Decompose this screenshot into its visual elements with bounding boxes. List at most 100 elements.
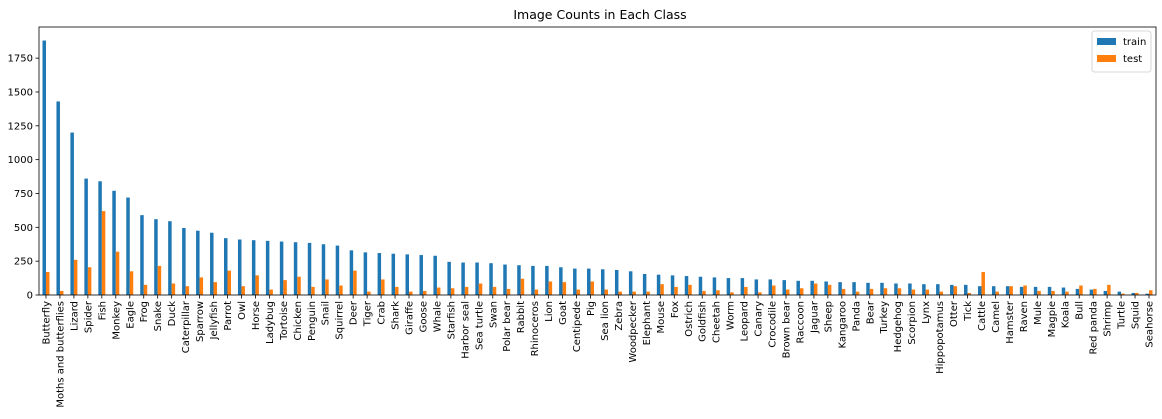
bar-test xyxy=(422,290,427,295)
x-tick-label: Goose xyxy=(418,301,429,332)
x-tick-label: Crab xyxy=(377,301,388,325)
bar-train xyxy=(824,281,828,295)
y-tick-label: 750 xyxy=(14,189,33,200)
x-tick-label: Sea turtle xyxy=(474,301,485,350)
bar-train xyxy=(977,286,982,295)
bar-test xyxy=(632,291,636,295)
bar-test xyxy=(925,289,930,295)
bar-train xyxy=(1019,286,1024,295)
x-tick-label: Snake xyxy=(153,301,164,331)
x-tick-label: Shrimp xyxy=(1103,301,1114,337)
bar-test xyxy=(813,283,818,295)
x-tick-label: Pig xyxy=(586,301,597,316)
bar-train xyxy=(391,253,396,295)
bar-test xyxy=(841,288,846,295)
x-tick-label: Seahorse xyxy=(1145,301,1156,348)
bar-test xyxy=(1009,286,1013,295)
x-tick-label: Hedgehog xyxy=(893,301,904,352)
y-tick-label: 250 xyxy=(14,257,33,268)
x-tick-label: Otter xyxy=(949,300,960,327)
bar-train xyxy=(224,238,228,295)
x-tick-label: Harbor seal xyxy=(460,301,471,359)
x-tick-label: Penguin xyxy=(307,301,318,341)
bar-test xyxy=(646,291,650,295)
y-tick-label: 500 xyxy=(14,223,33,234)
bar-test xyxy=(660,284,664,295)
x-tick-label: Goat xyxy=(558,301,569,325)
bar-test xyxy=(1149,290,1153,295)
bar-test xyxy=(478,283,483,295)
bar-test xyxy=(897,288,902,295)
legend-label-test: test xyxy=(1123,54,1142,65)
bar-test xyxy=(1107,284,1111,295)
bar-test xyxy=(520,278,525,295)
x-tick-label: Turkey xyxy=(879,301,890,335)
bar-test xyxy=(618,291,622,295)
bar-train xyxy=(517,265,521,295)
x-tick-label: Turtle xyxy=(1117,301,1128,330)
bar-train xyxy=(712,277,717,295)
bar-train xyxy=(908,283,912,295)
x-tick-label: Panda xyxy=(851,301,862,332)
bar-test xyxy=(492,286,497,295)
x-axis: Butterfly Moths and butterflies Lizard Spid… xyxy=(41,295,1156,408)
bar-train xyxy=(1117,291,1122,295)
bar-test xyxy=(1037,290,1041,295)
bar-train xyxy=(112,190,116,295)
legend-swatch-test xyxy=(1097,55,1116,62)
bar-test xyxy=(995,291,999,295)
bar-test xyxy=(297,276,301,295)
bar-train xyxy=(838,282,842,295)
x-tick-label: Starfish xyxy=(446,301,457,339)
x-tick-label: Raccoon xyxy=(795,301,806,343)
bar-test xyxy=(534,289,539,295)
x-tick-label: Worm xyxy=(726,301,737,330)
x-tick-label: Lynx xyxy=(921,301,932,324)
bar-test xyxy=(604,289,608,295)
x-tick-label: Snail xyxy=(321,301,332,325)
x-tick-label: Polar bear xyxy=(502,300,513,352)
bar-train xyxy=(237,239,242,295)
bar-test xyxy=(87,267,92,295)
bar-test xyxy=(799,288,804,295)
bar-test xyxy=(185,286,190,295)
bar-test xyxy=(702,290,706,295)
x-tick-label: Duck xyxy=(167,301,178,327)
bar-train xyxy=(670,275,675,295)
x-tick-label: Parrot xyxy=(223,301,234,331)
x-tick-label: Goldfish xyxy=(698,301,709,342)
x-tick-label: Ladybug xyxy=(265,301,276,344)
x-tick-label: Squirrel xyxy=(335,301,346,340)
bar-train xyxy=(210,232,214,295)
bar-train xyxy=(922,284,926,295)
x-tick-label: Swan xyxy=(488,301,499,328)
bar-test xyxy=(381,279,385,295)
bar-train xyxy=(1005,286,1010,295)
x-tick-label: Hamster xyxy=(1005,300,1016,344)
bar-test xyxy=(269,289,273,295)
bar-train xyxy=(1075,288,1080,295)
bar-test xyxy=(1093,288,1097,295)
bar-test xyxy=(674,286,678,295)
x-tick-label: Tiger xyxy=(363,300,374,327)
bar-test xyxy=(772,285,776,295)
bar-test xyxy=(339,285,343,295)
x-tick-label: Rhinoceros xyxy=(530,301,541,356)
bar-test xyxy=(1065,291,1069,295)
bar-train xyxy=(321,244,326,295)
bar-train xyxy=(293,242,298,295)
x-tick-label: Jaguar xyxy=(809,300,820,334)
bar-train xyxy=(335,245,340,295)
x-tick-label: Deer xyxy=(349,300,360,325)
bar-test xyxy=(716,290,720,295)
x-tick-label: Red panda xyxy=(1089,301,1100,354)
bar-train xyxy=(684,276,689,295)
bar-train xyxy=(405,254,410,295)
x-tick-label: Brown bear xyxy=(781,300,792,358)
x-tick-label: Butterfly xyxy=(41,301,52,345)
bar-test xyxy=(409,291,413,295)
bar-test xyxy=(129,271,134,295)
x-tick-label: Horse xyxy=(251,301,262,330)
